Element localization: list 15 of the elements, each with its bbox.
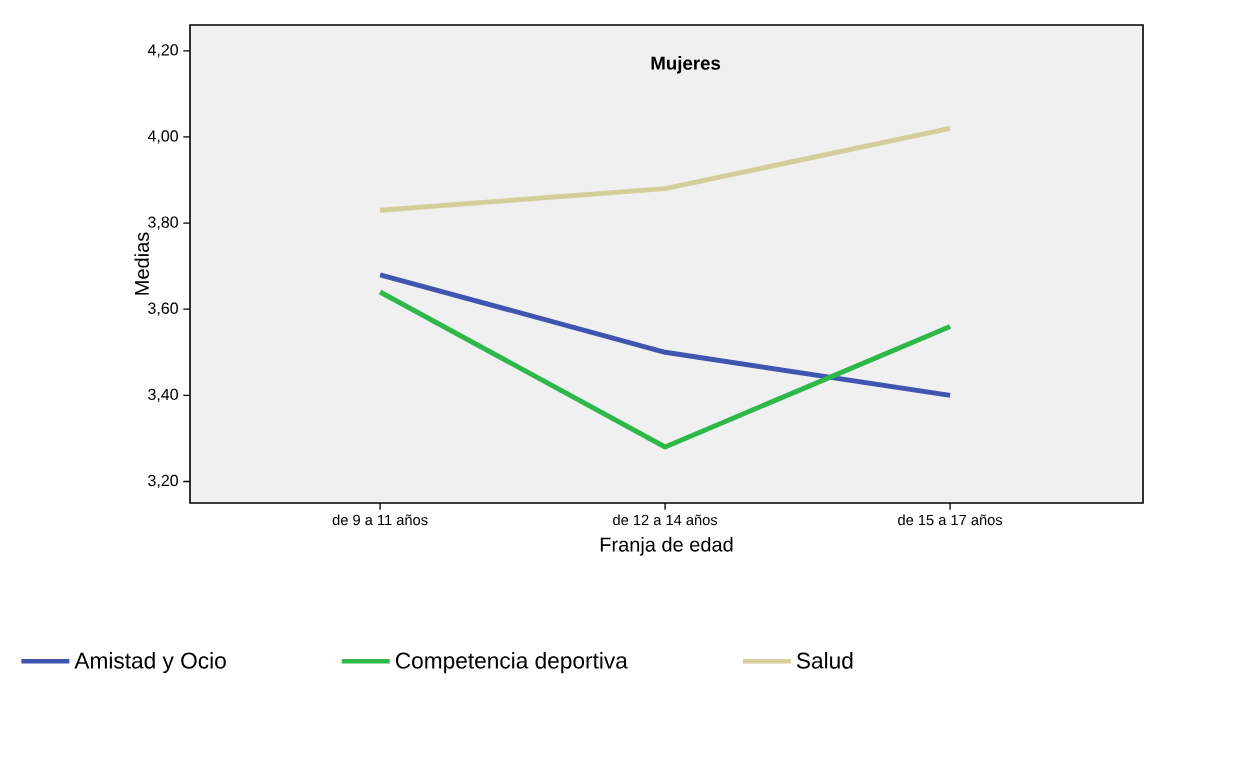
y-tick-label: 4,00 [147, 130, 178, 144]
legend-label: Amistad y Ocio [74, 652, 226, 674]
text: Mujeres [651, 56, 721, 74]
x-tick-label: de 12 a 14 años [613, 514, 718, 526]
x-axis-title: Franja de edad [600, 536, 733, 556]
y-axis-title: Medias [134, 232, 149, 295]
legend-label: Competencia deportiva [395, 652, 628, 674]
y-tick-label: 3,20 [148, 474, 178, 489]
y-tick-label: 3,80 [148, 216, 178, 230]
y-tick-label: 3,60 [148, 302, 178, 316]
x-tick-label: de 9 a 11 años [332, 514, 428, 526]
x-tick-label: de 15 a 17 años [898, 514, 1003, 526]
y-tick-label: 4,20 [147, 44, 178, 58]
legend-label: Salud [796, 652, 853, 669]
y-tick-label: 3,40 [148, 388, 178, 402]
